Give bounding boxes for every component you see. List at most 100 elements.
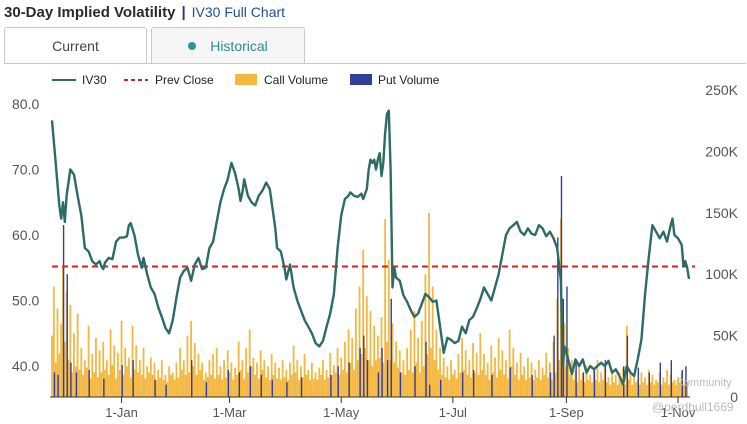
chart-title: 30-Day Implied Volatility <box>4 4 176 21</box>
call-volume-bar <box>135 345 138 397</box>
call-volume-bar <box>149 357 152 397</box>
call-volume-bar <box>656 382 659 397</box>
put-volume-bar <box>575 360 577 397</box>
call-volume-bar <box>78 369 81 397</box>
call-volume-bar <box>85 367 88 397</box>
call-volume-bar <box>675 384 678 397</box>
call-volume-bar <box>578 362 581 397</box>
put-volume-bar <box>377 372 380 397</box>
watermark-text: Community <box>676 377 732 389</box>
call-volume-bar <box>173 379 176 397</box>
call-volume-bar <box>168 366 171 397</box>
put-volume-bar <box>593 369 596 397</box>
call-volume-bar <box>613 382 615 397</box>
call-volume-bar <box>490 345 493 397</box>
put-volume-bar <box>103 378 105 397</box>
put-volume-bar <box>509 367 511 397</box>
call-volume-bar <box>484 374 487 397</box>
call-volume-bar <box>219 366 222 397</box>
call-volume-bar <box>270 354 273 397</box>
put-volume-bar <box>154 379 156 397</box>
legend-prev-close-label[interactable]: Prev Close <box>155 73 214 87</box>
call-volume-bar <box>122 374 125 397</box>
call-volume-bar <box>80 347 83 397</box>
call-volume-bar <box>140 374 143 397</box>
call-volume-bar <box>120 320 123 397</box>
call-volume-bar <box>435 329 438 397</box>
left-tick-label: 70.0 <box>12 162 39 178</box>
legend-put-volume-label[interactable]: Put Volume <box>378 73 440 87</box>
call-volume-bar <box>203 379 205 397</box>
call-volume-bar <box>666 369 668 397</box>
call-volume-bar <box>516 362 518 397</box>
right-axis: 250K 200K 150K 100K 50K 0 <box>705 82 738 405</box>
right-tick-label: 250K <box>705 82 738 98</box>
call-volume-bar <box>430 347 432 397</box>
call-volume-bar <box>457 354 460 397</box>
call-volume-bar <box>305 374 308 397</box>
put-volume-bar <box>549 372 552 397</box>
call-volume-bar <box>510 366 513 397</box>
call-volume-bar <box>673 379 676 397</box>
call-volume-bar <box>532 379 535 397</box>
call-volume-bar <box>234 367 236 397</box>
tab-current-label: Current <box>52 37 99 54</box>
call-volume-bar <box>272 374 275 397</box>
legend-iv30-label[interactable]: IV30 <box>82 73 107 87</box>
call-volume-bar <box>188 372 191 397</box>
call-volume-bar <box>629 369 632 397</box>
call-volume-bar <box>235 374 238 397</box>
call-volume-bar <box>334 372 337 397</box>
call-volume-bar <box>367 360 370 397</box>
call-volume-bar <box>439 347 441 397</box>
left-tick-label: 40.0 <box>12 358 39 374</box>
tab-historical[interactable]: Historical <box>151 27 305 63</box>
iv30-full-chart-link[interactable]: IV30 Full Chart <box>191 4 286 20</box>
legend-call-volume-label[interactable]: Call Volume <box>264 73 328 87</box>
call-volume-bar <box>567 347 570 397</box>
put-volume-bar <box>249 366 251 397</box>
call-volume-bar <box>223 360 225 397</box>
put-volume-bar <box>604 360 607 397</box>
call-volume-bar <box>375 360 377 397</box>
call-volume-bar <box>210 374 213 397</box>
call-volume-bar <box>624 384 626 397</box>
title-separator: | <box>181 4 186 21</box>
watermark: Community @perdbull1669 <box>652 377 734 414</box>
call-volume-bar <box>298 379 301 397</box>
left-tick-label: 80.0 <box>12 96 39 112</box>
call-volume-bar <box>289 362 291 397</box>
put-volume-bar <box>191 360 193 397</box>
call-volume-bar <box>98 350 101 397</box>
call-volume-bar <box>644 377 646 397</box>
call-volume-bar <box>607 377 610 397</box>
call-volume-bar <box>292 345 295 397</box>
call-volume-bar <box>488 379 491 397</box>
call-volume-bar <box>426 354 429 397</box>
put-volume-bar <box>286 382 288 397</box>
call-volume-bar <box>214 378 216 397</box>
call-volume-bar <box>448 379 451 397</box>
call-volume-bar <box>554 372 557 397</box>
call-volume-bar <box>655 379 657 397</box>
call-volume-bar <box>360 354 363 397</box>
call-volume-bar <box>184 374 187 397</box>
call-volume-bar <box>431 286 434 397</box>
call-volume-bar <box>116 352 119 397</box>
call-volume-bar <box>371 366 374 397</box>
put-volume-bar <box>363 335 365 397</box>
tab-current[interactable]: Current <box>4 27 147 63</box>
call-volume-bar <box>506 378 509 397</box>
call-volume-bar <box>534 369 537 397</box>
put-volume-bar <box>53 372 56 397</box>
call-volume-bar <box>466 374 469 397</box>
call-volume-bar <box>199 369 202 397</box>
call-volume-bar <box>186 335 189 397</box>
call-volume-bar <box>89 378 92 397</box>
call-volume-bar <box>95 338 97 397</box>
call-volume-bar <box>159 377 161 397</box>
call-volume-bar <box>671 382 674 397</box>
put-volume-bar <box>165 384 167 397</box>
put-volume-bar <box>670 360 672 397</box>
put-volume-bar <box>491 374 493 397</box>
